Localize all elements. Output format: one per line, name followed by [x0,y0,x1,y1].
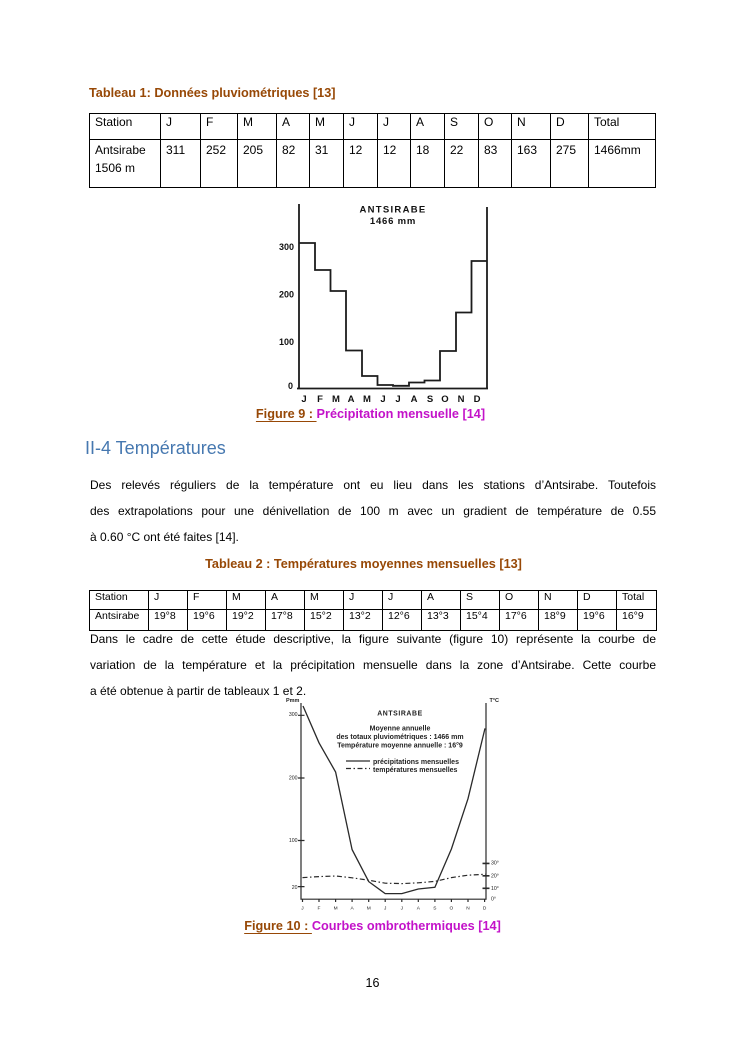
svg-text:J: J [395,394,400,405]
svg-text:0°: 0° [491,897,496,903]
svg-text:M: M [332,394,340,405]
svg-text:précipitations mensuelles: précipitations mensuelles [373,759,459,766]
svg-text:200: 200 [279,290,294,300]
svg-text:300: 300 [289,712,298,718]
svg-text:J: J [401,906,404,912]
svg-text:A: A [348,394,355,405]
svg-text:200: 200 [289,776,298,782]
svg-text:300: 300 [279,242,294,252]
svg-text:F: F [317,394,323,405]
svg-text:M: M [367,906,371,912]
svg-text:100: 100 [279,337,294,347]
svg-text:D: D [474,394,481,405]
svg-text:J: J [301,394,306,405]
svg-text:20: 20 [292,885,298,891]
svg-text:10°: 10° [491,886,499,892]
svg-text:Pmm: Pmm [286,698,300,704]
svg-text:M: M [363,394,371,405]
svg-text:O: O [441,394,448,405]
svg-text:100: 100 [289,838,298,844]
svg-text:A: A [417,906,421,912]
svg-text:F: F [318,906,321,912]
svg-text:T°C: T°C [490,698,500,704]
svg-text:1466 mm: 1466 mm [370,216,416,227]
svg-text:M: M [334,906,338,912]
svg-text:N: N [458,394,465,405]
svg-text:S: S [427,394,433,405]
svg-text:J: J [380,394,385,405]
svg-text:O: O [450,906,454,912]
svg-text:A: A [411,394,418,405]
svg-text:températures mensuelles: températures mensuelles [373,767,458,774]
svg-text:20°: 20° [491,874,499,880]
svg-text:30°: 30° [491,861,499,867]
svg-text:S: S [433,906,436,912]
svg-text:J: J [301,906,304,912]
svg-text:J: J [384,906,387,912]
svg-text:des totaux pluviométriques : 1: des totaux pluviométriques : 1466 mm [336,734,463,741]
svg-text:ANTSIRABE: ANTSIRABE [377,711,423,718]
svg-text:ANTSIRABE: ANTSIRABE [359,205,426,216]
svg-text:Température moyenne annuelle :: Température moyenne annuelle : 16°9 [337,741,463,749]
svg-text:D: D [483,906,487,912]
svg-text:N: N [466,906,470,912]
svg-text:0: 0 [288,381,293,391]
svg-text:A: A [350,906,354,912]
svg-text:Moyenne annuelle: Moyenne annuelle [370,726,431,733]
